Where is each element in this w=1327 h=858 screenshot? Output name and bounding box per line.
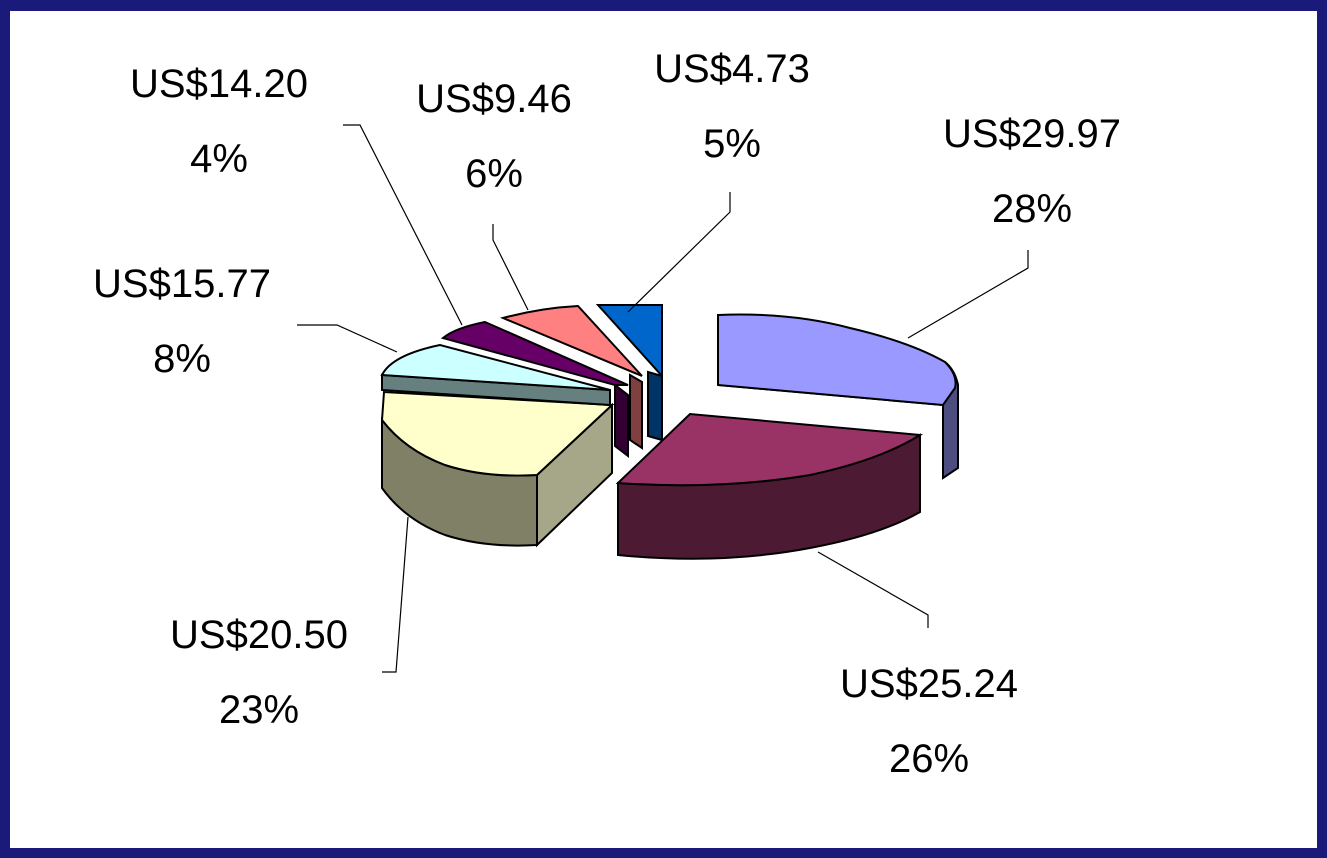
leader-line-29-97 [907, 250, 1029, 339]
data-labels: US$29.97 28% US$25.24 26% US$20.50 23% U… [93, 47, 1121, 781]
pie-slice-29-97-top [717, 313, 957, 407]
leader-line-25-24 [817, 551, 929, 628]
pie-slice-15-77 [380, 343, 611, 407]
pie-slice-29-97 [717, 313, 959, 480]
pie-slice-9-46-side [629, 373, 643, 450]
label-value-9-46: US$9.46 [416, 77, 572, 121]
label-percent-9-46: 6% [465, 152, 523, 196]
label-value-15-77: US$15.77 [93, 262, 271, 306]
leader-line-14-20 [343, 124, 463, 326]
label-percent-20-50: 23% [219, 688, 299, 732]
leader-line-9-46 [492, 224, 529, 311]
label-value-14-20: US$14.20 [130, 62, 308, 106]
label-percent-29-97: 28% [992, 187, 1072, 231]
leader-line-4-73 [627, 192, 731, 313]
pie-slice-4-73-top [595, 304, 663, 379]
label-value-4-73: US$4.73 [654, 47, 810, 91]
pie-slice-14-20 [440, 320, 629, 459]
pie-slice-4-73-side [647, 370, 663, 442]
pie-slice-14-20-side [614, 382, 629, 459]
label-value-25-24: US$25.24 [840, 662, 1018, 706]
pie-slice-4-73 [595, 304, 663, 442]
leader-line-20-50 [382, 516, 409, 673]
label-percent-14-20: 4% [190, 137, 248, 181]
label-percent-4-73: 5% [703, 122, 761, 166]
chart-canvas [10, 11, 1317, 848]
label-value-20-50: US$20.50 [170, 613, 348, 657]
leader-line-15-77 [297, 324, 398, 353]
pie-slice-25-24-top [615, 412, 924, 487]
pie-slice-9-46-top [499, 304, 643, 377]
pie-slice-20-50-top [380, 390, 615, 477]
pie-slice-15-77-top [380, 343, 611, 391]
label-value-29-97: US$29.97 [943, 112, 1121, 156]
leader-lines [297, 124, 1029, 673]
pie-slice-14-20-top [440, 320, 629, 386]
pie-slice-25-24 [615, 412, 924, 560]
label-percent-25-24: 26% [889, 737, 969, 781]
pie-slice-20-50 [380, 390, 615, 548]
label-percent-15-77: 8% [153, 337, 211, 381]
pie-slice-9-46 [499, 304, 643, 450]
